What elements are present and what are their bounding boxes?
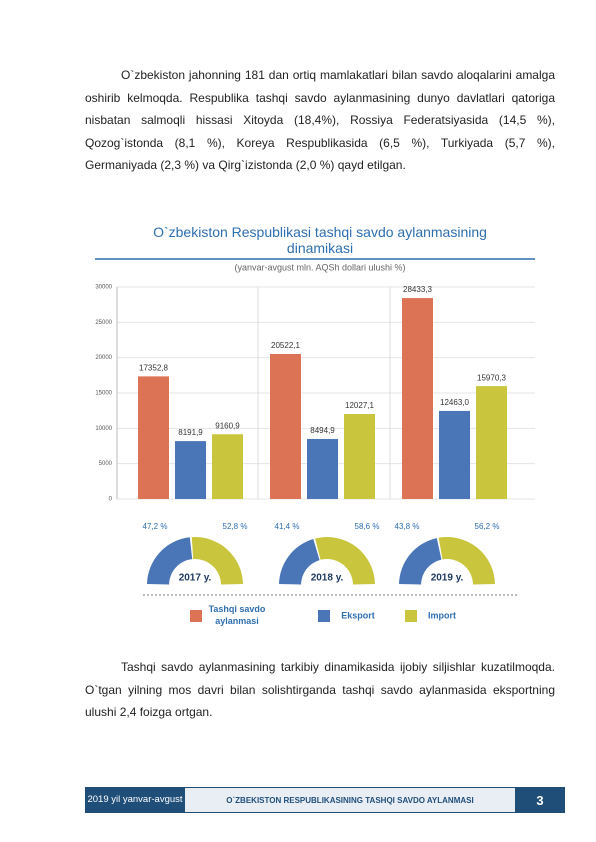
page-number: 3 (515, 787, 565, 813)
year-label: 2018 y. (311, 573, 344, 584)
bar (138, 376, 169, 499)
donut-segment (279, 539, 320, 585)
y-tick-label: 30000 (95, 285, 112, 291)
y-tick-label: 5000 (99, 461, 113, 467)
paragraph: Tashqi savdo aylanmasining tarkibiy dina… (85, 660, 555, 719)
y-tick-label: 25000 (95, 320, 112, 326)
legend-line: Tashqi savdo (209, 604, 266, 614)
footer-title: O`ZBEKISTON RESPUBLIKASINING TASHQI SAVD… (185, 787, 515, 813)
legend-swatch (318, 610, 330, 622)
legend-line: aylanmasi (215, 616, 259, 626)
y-tick-label: 0 (109, 497, 113, 503)
bar (212, 434, 243, 499)
value-label: 9160,9 (215, 421, 240, 430)
share-label: 47,2 % (143, 522, 168, 531)
y-tick-label: 20000 (95, 355, 112, 361)
legend-label: Tashqi savdo aylanmasi (209, 604, 266, 626)
donut-segment (438, 537, 495, 585)
paragraph: O`zbekiston jahonning 181 dan ortiq maml… (85, 68, 555, 172)
legend-swatch (405, 610, 417, 622)
value-label: 8494,9 (310, 426, 335, 435)
y-tick-label: 10000 (95, 426, 112, 432)
value-label: 12027,1 (345, 401, 374, 410)
share-label: 52,8 % (223, 522, 248, 531)
bar (307, 438, 338, 499)
year-label: 2019 y. (431, 573, 464, 584)
bar (402, 298, 433, 499)
value-label: 15970,3 (477, 373, 506, 382)
bar (344, 414, 375, 499)
bar (439, 410, 470, 499)
bar (476, 386, 507, 499)
bar (175, 441, 206, 499)
donut-segment (191, 537, 243, 585)
share-label: 58,6 % (355, 522, 380, 531)
share-label: 56,2 % (475, 522, 500, 531)
value-label: 28433,3 (403, 285, 432, 294)
y-tick-label: 15000 (95, 391, 112, 397)
footer-left: 2019 yil yanvar-avgust (85, 787, 185, 813)
share-label: 41,4 % (275, 522, 300, 531)
value-label: 8191,9 (178, 428, 203, 437)
legend-label: Eksport (341, 610, 375, 620)
donut-segment (399, 538, 442, 585)
value-label: 17352,8 (139, 363, 168, 372)
year-label: 2017 y. (179, 573, 212, 584)
year-box (173, 571, 217, 585)
legend-label: Import (428, 610, 456, 620)
value-label: 12463,0 (440, 398, 469, 407)
bar (270, 353, 301, 499)
donut-segment (315, 537, 375, 585)
year-box (425, 571, 469, 585)
legend-swatch (190, 610, 202, 622)
chart-subtitle: (yanvar-avgust mln. AQSh dollari ulushi … (234, 262, 405, 272)
chart-title: O`zbekiston Respublikasi tashqi savdo ay… (153, 224, 487, 256)
value-label: 20522,1 (271, 341, 300, 350)
donut-segment (147, 537, 193, 585)
share-label: 43,8 % (395, 522, 420, 531)
year-box (305, 571, 349, 585)
